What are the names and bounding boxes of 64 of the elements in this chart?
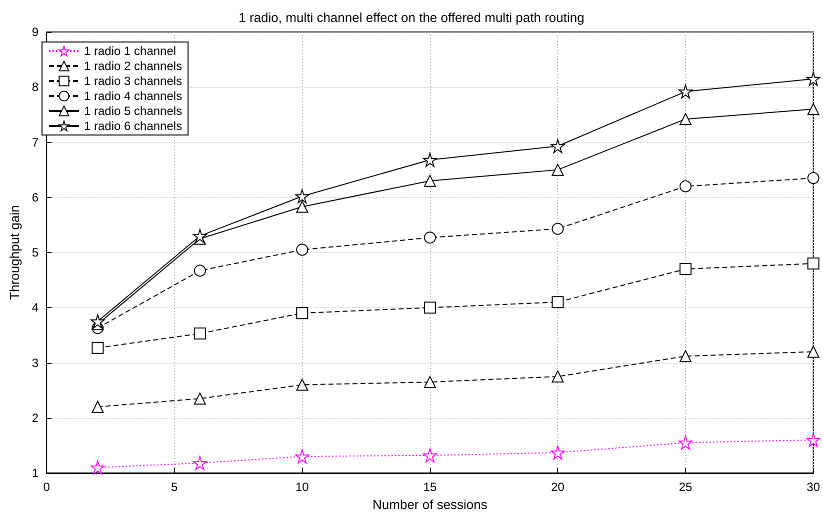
y-tick-label: 2	[32, 410, 39, 425]
point	[92, 342, 104, 354]
point	[90, 314, 105, 328]
x-tick-label: 20	[551, 480, 565, 494]
point	[806, 432, 820, 447]
point	[552, 222, 564, 235]
point	[424, 232, 436, 244]
point	[424, 376, 436, 388]
legend-label: 1 radio 4 channels	[84, 89, 182, 103]
point	[552, 164, 564, 176]
point	[296, 200, 308, 213]
y-axis-title: Throughput gain	[7, 205, 22, 300]
point	[422, 152, 437, 167]
point	[552, 370, 564, 383]
point	[680, 180, 692, 192]
point	[295, 189, 310, 204]
point	[807, 258, 820, 270]
x-axis-title: Number of sessions	[372, 496, 488, 512]
point	[680, 263, 692, 276]
y-tick-label: 3	[32, 356, 39, 370]
point	[807, 346, 820, 358]
x-tick-label: 10	[295, 480, 310, 494]
point	[422, 448, 437, 462]
point	[194, 264, 206, 277]
point	[424, 174, 436, 187]
point	[194, 392, 206, 405]
point	[192, 456, 207, 470]
point	[806, 72, 820, 86]
point	[678, 436, 693, 450]
legend-label: 1 radio 6 channels	[84, 119, 182, 133]
point	[552, 296, 564, 308]
y-tick-label: 6	[32, 190, 39, 204]
point	[90, 460, 105, 474]
x-tick-label: 5	[171, 480, 178, 494]
legend-label: 1 radio 3 channels	[84, 74, 182, 88]
chart-title: 1 radio, multi channel effect on the offered multi path routing	[238, 10, 584, 25]
y-tick-label: 1	[32, 466, 39, 480]
point	[296, 244, 308, 256]
point	[194, 328, 206, 340]
legend-label: 1 radio 2 channels	[84, 59, 182, 73]
point	[550, 446, 565, 460]
y-tick-label: 9	[32, 25, 39, 39]
point	[295, 449, 310, 464]
point	[678, 84, 693, 99]
point	[680, 350, 692, 362]
point	[192, 228, 207, 243]
y-tick-label: 8	[32, 80, 39, 94]
legend-label: 1 radio 1 channel	[84, 44, 176, 58]
y-tick-label: 5	[32, 246, 39, 260]
point	[296, 378, 308, 391]
y-tick-label: 7	[32, 135, 39, 150]
x-tick-label: 15	[423, 480, 437, 494]
x-tick-label: 30	[806, 480, 820, 494]
y-tick-label: 4	[32, 300, 39, 315]
x-tick-label: 25	[678, 480, 693, 494]
point	[550, 139, 565, 154]
point	[296, 307, 308, 320]
point	[807, 103, 820, 116]
point	[424, 302, 436, 314]
point	[680, 113, 692, 126]
legend-label: 1 radio 5 channels	[84, 104, 182, 118]
point	[807, 172, 820, 184]
point	[92, 400, 104, 413]
x-tick-label: 0	[43, 480, 50, 494]
